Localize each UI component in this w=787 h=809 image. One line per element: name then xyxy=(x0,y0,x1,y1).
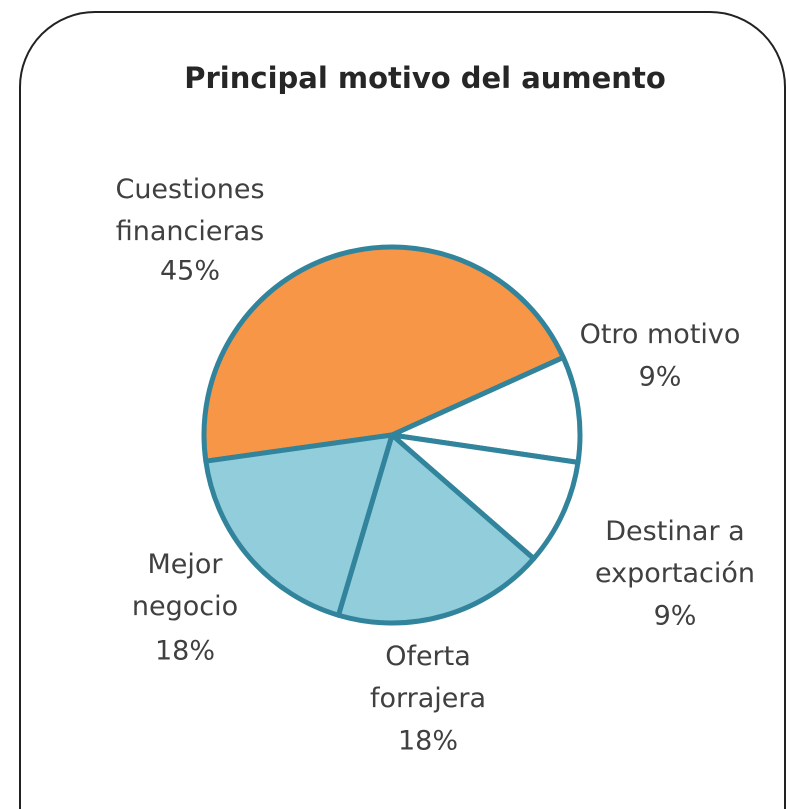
label-line: negocio xyxy=(132,591,238,622)
label-line: exportación xyxy=(595,558,755,589)
category-label: Cuestiones financieras xyxy=(115,174,264,247)
value-label: 45% xyxy=(160,256,220,287)
label-line: Oferta xyxy=(385,641,471,672)
pie-slice xyxy=(201,244,566,464)
pie-slice xyxy=(389,432,581,562)
category-label: Otro motivo xyxy=(580,319,741,350)
label-line: Destinar a xyxy=(605,516,744,547)
pie-slice xyxy=(335,432,537,626)
pie-slice xyxy=(389,354,583,465)
label-line: Cuestiones xyxy=(115,174,264,205)
pie-slice xyxy=(203,432,395,618)
label-line: financieras xyxy=(116,216,264,247)
label-line: forrajera xyxy=(370,683,486,714)
frame xyxy=(19,11,786,809)
category-label: Destinar a exportación xyxy=(595,516,755,589)
value-label: 9% xyxy=(654,601,697,632)
category-label: Mejor negocio xyxy=(132,549,238,622)
value-label: 9% xyxy=(639,362,682,393)
label-line: Mejor xyxy=(147,549,223,580)
value-label: 18% xyxy=(155,636,215,667)
label-line: Otro motivo xyxy=(580,319,741,350)
category-label: Oferta forrajera xyxy=(370,641,486,714)
value-label: 18% xyxy=(398,726,458,757)
chart-title: Principal motivo del aumento xyxy=(184,61,666,95)
